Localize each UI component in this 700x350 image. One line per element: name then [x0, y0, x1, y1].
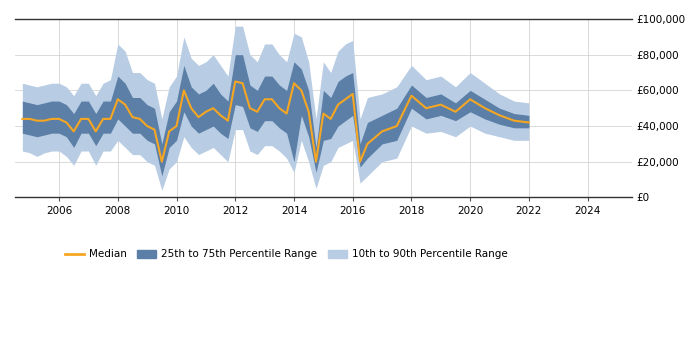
Legend: Median, 25th to 75th Percentile Range, 10th to 90th Percentile Range: Median, 25th to 75th Percentile Range, 1… — [61, 245, 512, 264]
